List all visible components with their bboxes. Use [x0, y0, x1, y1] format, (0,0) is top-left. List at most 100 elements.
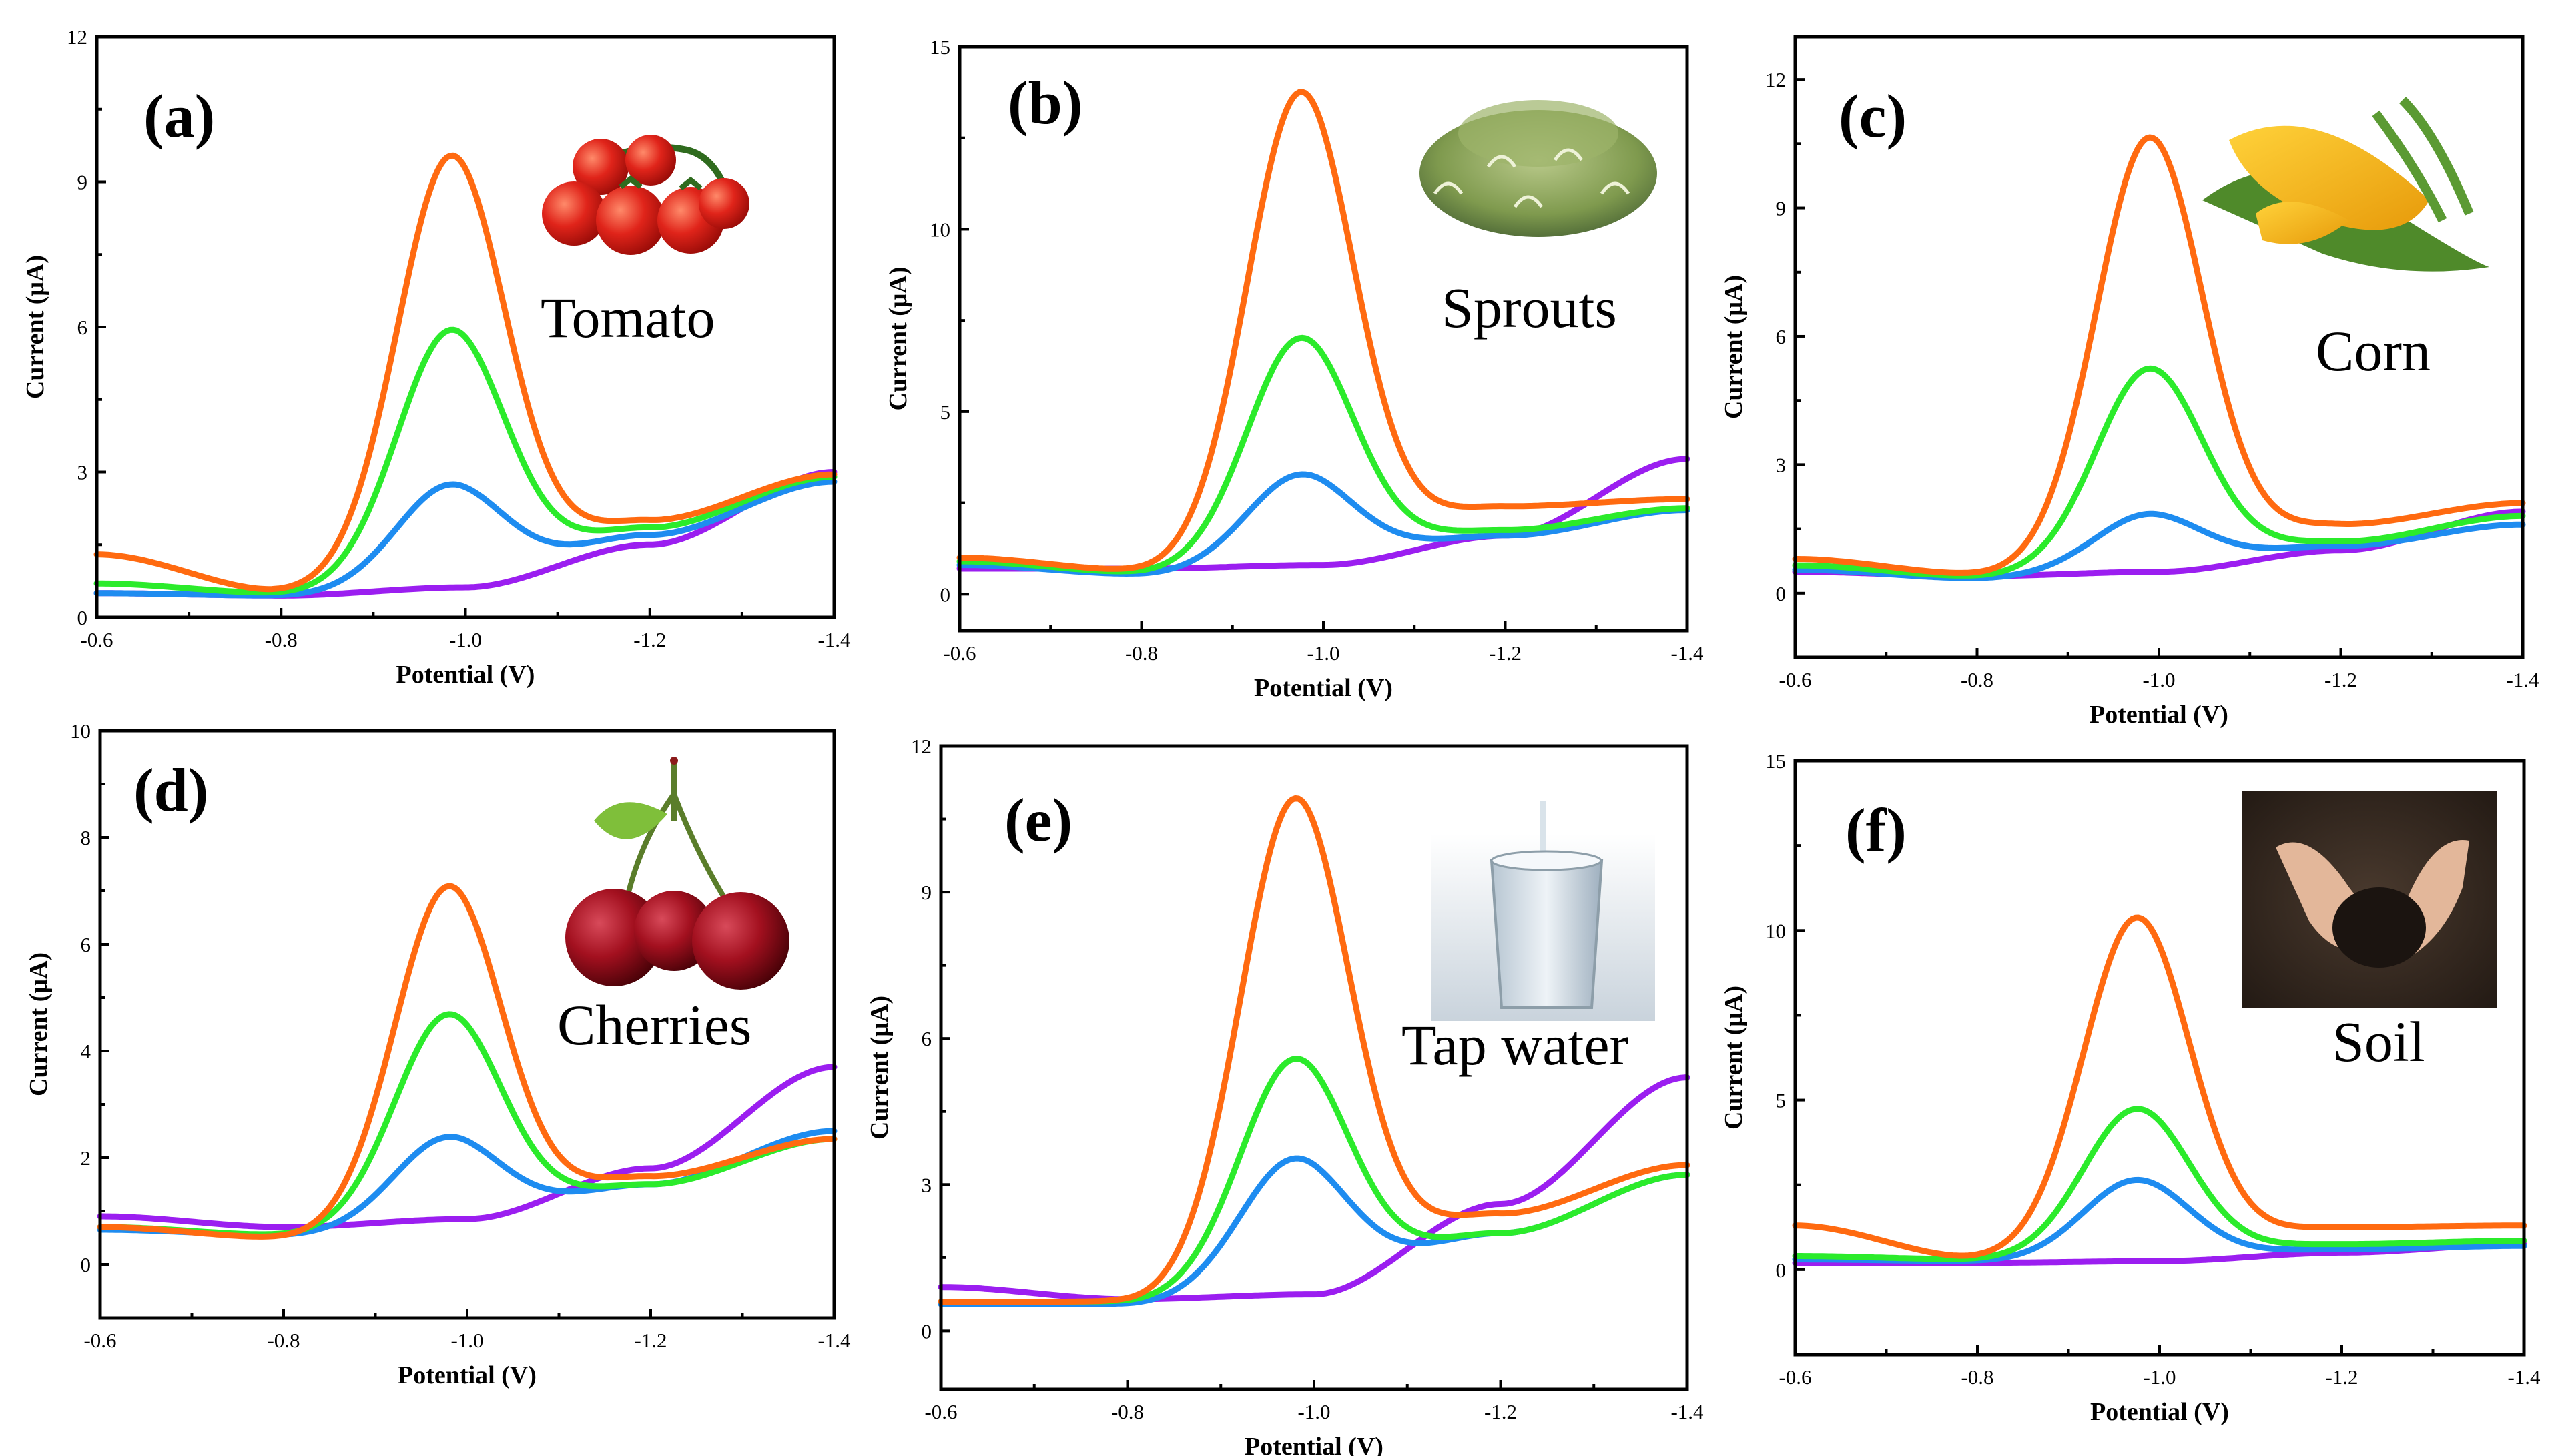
- x-tick-label: -0.6: [1779, 1365, 1811, 1389]
- panel-a: -0.6 -0.8 -1.0 -1.2 -1.4 0 3 6 9 12 Potential (V) C…: [21, 25, 851, 689]
- series-line-green: [1792, 365, 2526, 579]
- series-group: [1792, 914, 2527, 1266]
- panel-label: (a): [143, 82, 215, 150]
- y-tick-label: 6: [1776, 325, 1787, 348]
- x-tick-label: -1.4: [818, 628, 851, 651]
- x-tick-label: -1.4: [2507, 1365, 2541, 1389]
- x-tick-label: -1.4: [818, 1329, 851, 1352]
- cherries-illustration: [565, 757, 789, 990]
- y-tick-label: 10: [930, 218, 950, 241]
- x-axis-title: Potential (V): [1245, 1433, 1383, 1456]
- y-tick-label: 0: [1776, 582, 1787, 605]
- x-tick-label: -0.8: [1111, 1400, 1144, 1423]
- panel-f: -0.6 -0.8 -1.0 -1.2 -1.4 0 5 10 15 Potential (V) C…: [1720, 749, 2541, 1426]
- x-tick-label: -0.8: [1961, 1365, 1993, 1389]
- tap-water-illustration: [1431, 801, 1655, 1021]
- panel-label: (c): [1839, 82, 1907, 150]
- tomato-illustration: [542, 135, 749, 255]
- y-tick-label: 0: [1776, 1258, 1787, 1282]
- y-tick-label: 0: [77, 606, 88, 629]
- x-axis-title: Potential (V): [2090, 1398, 2229, 1426]
- x-tick-label: -0.8: [1125, 641, 1158, 665]
- y-tick-label: 0: [81, 1253, 91, 1277]
- sample-label: Sprouts: [1442, 276, 1617, 340]
- sample-label: Tomato: [541, 286, 715, 350]
- x-tick-label: -1.2: [634, 1329, 667, 1352]
- panel-c: -0.6 -0.8 -1.0 -1.2 -1.4 0 3 6 9 12 Potential (V) C…: [1720, 35, 2539, 729]
- y-tick-label: 9: [77, 171, 88, 194]
- x-tick-label: -1.4: [1670, 641, 1704, 665]
- panel-label: (b): [1008, 69, 1082, 137]
- y-tick-label: 9: [1776, 197, 1787, 220]
- y-tick-label: 6: [81, 933, 91, 956]
- y-tick-label: 10: [70, 719, 91, 743]
- x-axis-title: Potential (V): [398, 1361, 537, 1389]
- panel-e: -0.6 -0.8 -1.0 -1.2 -1.4 0 3 6 9 12 Potential (V) C…: [866, 735, 1704, 1456]
- x-tick-label: -1.0: [1307, 641, 1339, 665]
- x-tick-label: -1.4: [1670, 1400, 1704, 1423]
- y-tick-label: 0: [922, 1319, 932, 1343]
- y-tick-label: 12: [1765, 68, 1786, 91]
- x-tick-label: -0.8: [265, 628, 298, 651]
- y-tick-label: 6: [77, 316, 88, 339]
- soil-illustration: [2242, 791, 2497, 1008]
- x-axis-title: Potential (V): [1254, 674, 1393, 702]
- x-tick-label: -1.0: [2143, 1365, 2176, 1389]
- x-tick-label: -1.2: [1484, 1400, 1517, 1423]
- panel-b: -0.6 -0.8 -1.0 -1.2 -1.4 0 5 10 15 Potential (V) C…: [884, 35, 1704, 702]
- y-tick-label: 3: [1776, 453, 1787, 476]
- y-tick-label: 15: [1765, 749, 1786, 773]
- series-group: [97, 883, 838, 1240]
- x-axis-title: Potential (V): [2090, 701, 2228, 729]
- series-line-orange: [1792, 914, 2527, 1259]
- x-tick-label: -1.2: [2324, 668, 2357, 691]
- x-axis-title: Potential (V): [396, 661, 535, 689]
- x-tick-label: -0.6: [1779, 668, 1811, 691]
- y-tick-label: 10: [1765, 919, 1786, 942]
- x-tick-label: -1.0: [1297, 1400, 1330, 1423]
- y-tick-label: 12: [67, 25, 87, 49]
- x-tick-label: -0.6: [83, 1329, 116, 1352]
- x-tick-label: -1.0: [2142, 668, 2175, 691]
- y-tick-label: 3: [77, 461, 88, 484]
- series-group: [938, 795, 1690, 1307]
- y-tick-label: 15: [930, 35, 950, 59]
- sample-label: Soil: [2332, 1010, 2425, 1074]
- sprouts-illustration: [1419, 100, 1657, 237]
- series-line-orange: [938, 795, 1690, 1305]
- x-tick-label: -0.8: [267, 1329, 300, 1352]
- series-group: [1792, 134, 2526, 581]
- y-tick-label: 9: [922, 881, 932, 904]
- x-tick-label: -0.8: [1961, 668, 1993, 691]
- series-line-purple: [956, 456, 1690, 572]
- x-tick-label: -1.0: [449, 628, 482, 651]
- series-line-green: [1792, 1106, 2527, 1262]
- y-tick-label: 8: [81, 826, 91, 849]
- y-axis-title: Current (μA): [25, 952, 53, 1096]
- x-tick-label: -1.0: [450, 1329, 483, 1352]
- series-line-blue: [938, 1155, 1690, 1307]
- panel-label: (d): [133, 756, 208, 824]
- series-line-green: [93, 326, 838, 596]
- y-axis-title: Current (μA): [21, 255, 49, 399]
- series-line-blue: [93, 478, 838, 599]
- x-tick-label: -1.2: [633, 628, 666, 651]
- corn-illustration: [2202, 97, 2489, 272]
- sample-label: Corn: [2316, 319, 2431, 383]
- series-line-orange: [97, 883, 838, 1240]
- panel-label: (f): [1845, 796, 1907, 864]
- y-tick-label: 12: [911, 735, 932, 758]
- series-line-purple: [938, 1074, 1690, 1303]
- series-group: [93, 152, 838, 599]
- sample-label: Cherries: [557, 993, 751, 1057]
- y-tick-label: 5: [940, 400, 951, 424]
- y-axis-title: Current (μA): [866, 996, 894, 1140]
- x-tick-label: -0.6: [924, 1400, 957, 1423]
- series-line-orange: [956, 89, 1690, 572]
- y-tick-label: 5: [1776, 1089, 1787, 1112]
- series-line-orange: [1792, 134, 2526, 576]
- y-axis-title: Current (μA): [1720, 986, 1748, 1130]
- y-axis-title: Current (μA): [884, 266, 912, 410]
- y-tick-label: 6: [922, 1027, 932, 1050]
